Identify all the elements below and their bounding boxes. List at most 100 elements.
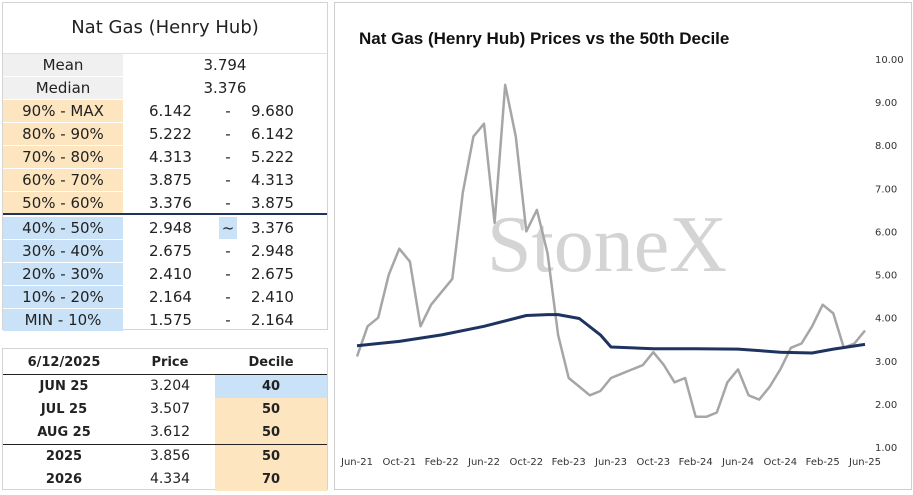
- decile-row: 20% - 30% 2.410 - 2.675: [3, 263, 327, 285]
- decile-high: 2.675: [251, 265, 294, 283]
- x-tick-label: Oct-23: [637, 457, 671, 468]
- decile-label: 90% - MAX: [3, 100, 123, 122]
- contract-row: JUL 25 3.507 50: [3, 398, 327, 421]
- median-label: Median: [3, 77, 123, 99]
- decile-row: 80% - 90% 5.222 - 6.142: [3, 123, 327, 145]
- decile-high: 2.948: [251, 242, 294, 260]
- contract-price: 3.856: [149, 448, 191, 464]
- decile-table: Nat Gas (Henry Hub) Mean 3.794 Median 3.…: [2, 2, 328, 331]
- decile-low: 2.948: [149, 219, 192, 237]
- decile-separator: -: [225, 242, 231, 260]
- contracts-header: 6/12/2025 Price Decile: [3, 351, 327, 374]
- y-tick-label: 4.00: [875, 314, 897, 325]
- decile-label: 50% - 60%: [3, 192, 123, 214]
- contract-price: 3.204: [149, 378, 191, 394]
- contract-row: 2026 4.334 70: [3, 468, 327, 491]
- decile-high: 2.410: [251, 288, 294, 306]
- decile-label: 30% - 40%: [3, 240, 123, 262]
- x-tick-label: Feb-22: [425, 457, 459, 468]
- price-series-line: [355, 83, 866, 419]
- x-tick-label: Feb-23: [552, 457, 586, 468]
- table-title: Nat Gas (Henry Hub): [3, 3, 327, 54]
- contract-name: 2025: [45, 449, 83, 464]
- decile-high: 5.222: [251, 148, 294, 166]
- chart-panel: Nat Gas (Henry Hub) Prices vs the 50th D…: [334, 2, 912, 490]
- y-tick-label: 9.00: [875, 98, 897, 109]
- contract-decile: 50: [215, 445, 327, 468]
- decile-high: 4.313: [251, 171, 294, 189]
- decile-high: 3.376: [251, 219, 294, 237]
- decile-high: 9.680: [251, 102, 294, 120]
- decile-low: 3.875: [149, 171, 192, 189]
- x-tick-label: Jun-21: [340, 457, 373, 468]
- y-tick-label: 6.00: [875, 227, 897, 238]
- decile-separator: ~: [219, 217, 237, 239]
- x-tick-label: Jun-24: [721, 457, 754, 468]
- decile-label: 80% - 90%: [3, 123, 123, 145]
- y-tick-label: 3.00: [875, 357, 897, 368]
- contract-row: 2025 3.856 50: [3, 445, 327, 468]
- contract-decile: 40: [215, 375, 327, 398]
- header-rule: [3, 374, 327, 375]
- contracts-table: 6/12/2025 Price Decile JUN 25 3.204 40 JUL …: [2, 348, 328, 491]
- y-tick-label: 10.00: [875, 55, 904, 66]
- contract-price: 3.612: [149, 424, 191, 440]
- y-tick-label: 7.00: [875, 184, 897, 195]
- contract-row: AUG 25 3.612 50: [3, 421, 327, 444]
- section-rule: [3, 444, 327, 445]
- decile-low: 2.675: [149, 242, 192, 260]
- y-tick-label: 2.00: [875, 400, 897, 411]
- contract-decile: 50: [215, 421, 327, 444]
- decile-row: 70% - 80% 4.313 - 5.222: [3, 146, 327, 168]
- y-tick-label: 8.00: [875, 141, 897, 152]
- decile-separator: -: [225, 102, 231, 120]
- x-tick-label: Oct-22: [510, 457, 544, 468]
- mean-row: Mean 3.794: [3, 54, 327, 76]
- mean-value: 3.794: [203, 56, 247, 74]
- median-value: 3.376: [203, 79, 247, 97]
- x-axis: Jun-21 Oct-21 Feb-22 Jun-22 Oct-22 Feb-23 Jun-…: [340, 457, 881, 468]
- median-divider: [3, 213, 327, 215]
- decile-low: 2.410: [149, 265, 192, 283]
- median-row: Median 3.376: [3, 77, 327, 99]
- decile-header: Decile: [248, 355, 294, 370]
- x-tick-label: Jun-22: [467, 457, 500, 468]
- decile-separator: -: [225, 171, 231, 189]
- decile-low: 6.142: [149, 102, 192, 120]
- decile-label: MIN - 10%: [3, 309, 123, 331]
- x-tick-label: Oct-21: [383, 457, 417, 468]
- stonex-watermark: StoneX: [487, 201, 727, 289]
- decile-high: 3.875: [251, 194, 294, 212]
- median-decile-line: [356, 313, 866, 355]
- contract-name: JUN 25: [39, 379, 89, 394]
- decile-high: 6.142: [251, 125, 294, 143]
- decile-label: 60% - 70%: [3, 169, 123, 191]
- contract-price: 4.334: [149, 471, 191, 487]
- y-axis: 1.00 2.00 3.00 4.00 5.00 6.00 7.00 8.00 9.00 10.0…: [875, 55, 904, 454]
- contract-decile: 50: [215, 398, 327, 421]
- decile-label: 10% - 20%: [3, 286, 123, 308]
- y-tick-label: 5.00: [875, 271, 897, 282]
- series-layer: [355, 83, 866, 419]
- x-tick-label: Feb-25: [806, 457, 840, 468]
- decile-separator: -: [225, 311, 231, 329]
- decile-separator: -: [225, 194, 231, 212]
- price-header: Price: [151, 355, 189, 370]
- y-tick-label: 1.00: [875, 443, 897, 454]
- decile-separator: -: [225, 265, 231, 283]
- decile-low: 1.575: [149, 311, 192, 329]
- decile-row: 60% - 70% 3.875 - 4.313: [3, 169, 327, 191]
- decile-label: 70% - 80%: [3, 146, 123, 168]
- mean-label: Mean: [3, 54, 123, 76]
- x-tick-label: Oct-24: [764, 457, 798, 468]
- contract-row: JUN 25 3.204 40: [3, 375, 327, 398]
- contract-name: AUG 25: [37, 425, 91, 440]
- contract-price: 3.507: [149, 401, 191, 417]
- decile-high: 2.164: [251, 311, 294, 329]
- decile-label: 40% - 50%: [3, 217, 123, 239]
- decile-low: 5.222: [149, 125, 192, 143]
- decile-separator: -: [225, 125, 231, 143]
- decile-row: 30% - 40% 2.675 - 2.948: [3, 240, 327, 262]
- decile-separator: -: [225, 148, 231, 166]
- x-tick-label: Feb-24: [679, 457, 713, 468]
